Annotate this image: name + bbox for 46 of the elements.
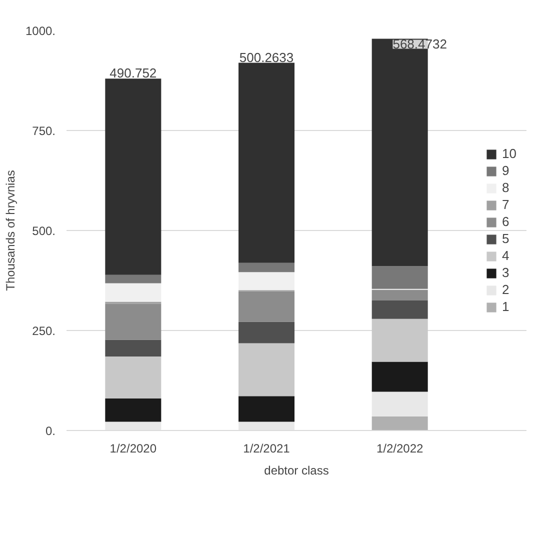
bar — [238, 343, 294, 396]
legend-label: 7 — [502, 197, 510, 212]
x-axis-title: debtor class — [264, 464, 329, 478]
legend-label: 9 — [502, 163, 510, 178]
data-label: 500.2633 — [239, 50, 294, 65]
x-tick-label: 1/2/2021 — [243, 442, 290, 456]
bar — [372, 300, 428, 319]
legend-label: 1 — [502, 299, 510, 314]
bar — [238, 272, 294, 290]
legend-label: 2 — [502, 282, 510, 297]
legend-label: 8 — [502, 180, 510, 195]
y-tick-label: 750. — [32, 124, 56, 138]
bar — [372, 416, 428, 430]
bar — [105, 356, 162, 398]
bar — [238, 322, 294, 344]
bar — [105, 274, 162, 284]
bar — [372, 362, 428, 392]
y-axis-title: Thousands of hryvnias — [3, 170, 18, 291]
legend-label: 5 — [502, 231, 510, 246]
data-label: 568.4732 — [392, 36, 447, 52]
legend-label: 10 — [502, 146, 518, 161]
bar — [238, 422, 294, 430]
data-label: 490.752 — [110, 66, 157, 81]
bar — [238, 291, 294, 322]
x-tick-label: 1/2/2020 — [110, 442, 157, 456]
bar — [372, 392, 428, 416]
y-tick-label: 250. — [32, 324, 56, 338]
y-tick-label: 500. — [32, 224, 56, 238]
legend-label: 3 — [502, 265, 510, 280]
y-tick-label: 0. — [45, 424, 56, 438]
legend-label: 6 — [502, 214, 510, 229]
y-tick-label: 1000. — [25, 24, 56, 38]
bar — [238, 62, 294, 263]
x-tick-label: 1/2/2022 — [376, 442, 424, 456]
bar — [105, 340, 162, 356]
bar — [105, 78, 162, 275]
bar — [105, 304, 162, 340]
bar — [372, 318, 428, 362]
legend-label: 4 — [502, 248, 510, 263]
bar — [105, 283, 162, 302]
bar — [238, 396, 294, 422]
bar — [372, 290, 428, 300]
bar — [238, 262, 294, 272]
bar — [372, 266, 428, 289]
bar — [105, 422, 162, 430]
bar — [105, 398, 162, 422]
